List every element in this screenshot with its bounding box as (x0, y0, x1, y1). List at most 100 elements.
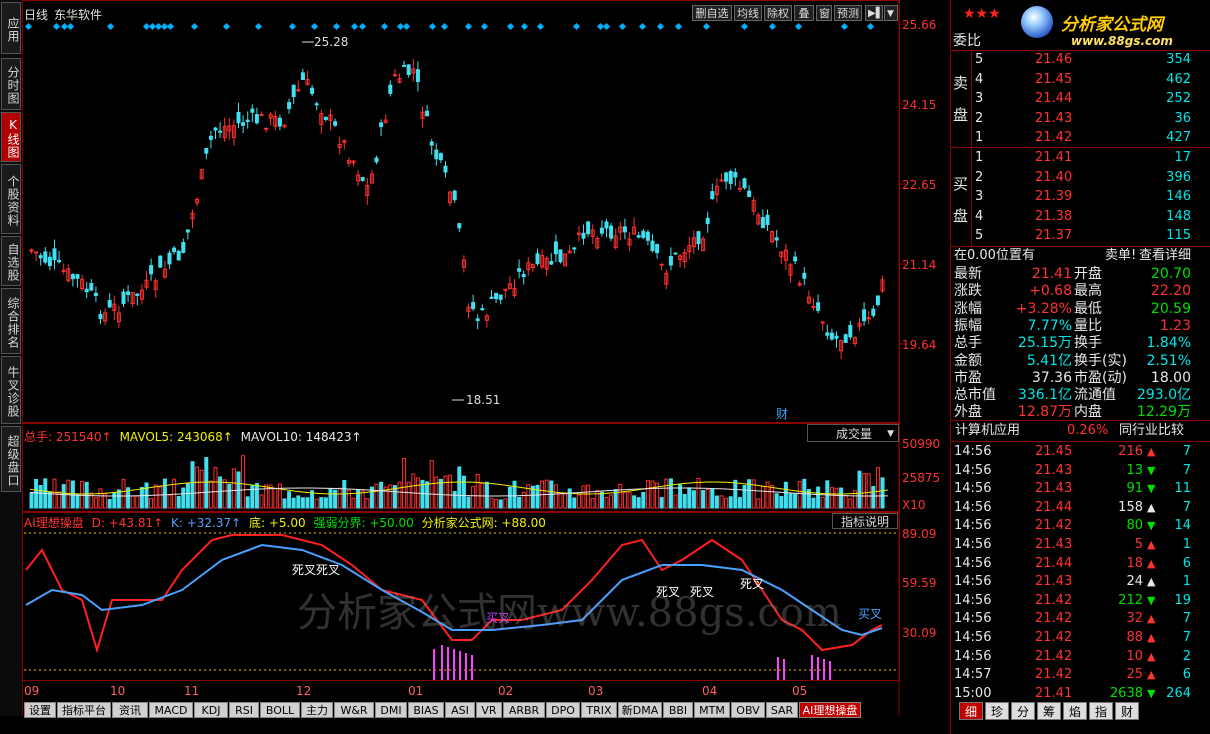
buy_orders-row[interactable]: 3 21.39 146 (951, 188, 1210, 206)
view-detail-link[interactable]: 查看详细 (1139, 248, 1192, 263)
toolbar-button-2[interactable]: 除权 (764, 5, 792, 21)
toolbar-button-5[interactable]: 预测 (834, 5, 862, 21)
candle-body (682, 252, 687, 263)
candle-body (176, 250, 181, 261)
indicator-tab-4[interactable]: KDJ (194, 702, 228, 718)
buy_orders-row[interactable]: 4 21.38 148 (951, 208, 1210, 226)
sell_orders-row[interactable]: 5 21.46 354 (951, 51, 1210, 69)
right-tab-1[interactable]: 珍 (985, 702, 1009, 720)
right-tab-0[interactable]: 细 (959, 702, 983, 720)
tick-price: 21.45 (1035, 444, 1073, 459)
right-tab-4[interactable]: 焰 (1063, 702, 1087, 720)
volume-bar (130, 495, 135, 509)
volume-bar (411, 473, 416, 509)
candle-body (489, 296, 494, 299)
indicator-tab-13[interactable]: ARBR (503, 702, 545, 718)
sell_orders-row[interactable]: 4 21.45 462 (951, 71, 1210, 89)
buy_orders-row[interactable]: 1 21.41 17 (951, 149, 1210, 167)
volume-bar (645, 480, 650, 509)
indicator-tab-2[interactable]: 资讯 (112, 702, 148, 718)
indicator-tab-15[interactable]: TRIX (581, 702, 617, 718)
industry-name[interactable]: 计算机应用 (955, 423, 1021, 438)
left-tab-0[interactable]: 应用 (1, 2, 21, 54)
toolbar-button-0[interactable]: 删自选 (692, 5, 732, 21)
sell_orders-row[interactable]: 1 21.42 427 (951, 129, 1210, 147)
signal-diamond (536, 22, 545, 31)
divider (951, 420, 1210, 421)
indicator-tab-8[interactable]: W&R (334, 702, 374, 718)
candle-body (659, 263, 664, 266)
volume-bar (503, 498, 508, 509)
volume-bar (314, 498, 319, 509)
left-tab-6[interactable]: 牛叉诊股 (1, 356, 21, 424)
toolbar-button-3[interactable]: 叠 (794, 5, 814, 21)
volume-bar (839, 487, 844, 509)
indicator-tab-14[interactable]: DPO (546, 702, 580, 718)
indicator-tab-9[interactable]: DMI (375, 702, 407, 718)
signal-diamond (52, 22, 61, 31)
indicator-tab-18[interactable]: MTM (694, 702, 730, 718)
indicator-tab-11[interactable]: ASI (445, 702, 475, 718)
indicator-tab-6[interactable]: BOLL (260, 702, 300, 718)
candle-body (604, 221, 609, 229)
play-last-icon[interactable]: ▶▌ (865, 5, 883, 21)
indicator-tab-0[interactable]: 设置 (24, 702, 56, 718)
indicator-tab-21[interactable]: AI理想操盘 (799, 702, 861, 718)
left-tab-1[interactable]: 分时图 (1, 58, 21, 110)
buy_orders-row[interactable]: 2 21.40 396 (951, 169, 1210, 187)
indicator-tab-7[interactable]: 主力 (301, 702, 333, 718)
left-tab-5[interactable]: 综合排名 (1, 288, 21, 354)
signal-diamond (402, 22, 411, 31)
sell_orders-row[interactable]: 2 21.43 36 (951, 110, 1210, 128)
candle-body (415, 69, 420, 83)
quote-label: 涨跌 (954, 283, 982, 300)
right-tab-6[interactable]: 财 (1115, 702, 1139, 720)
indicator-explain-button[interactable]: 指标说明 (832, 513, 898, 529)
sell_orders-volume: 252 (1166, 91, 1191, 106)
volume-bar (687, 487, 692, 509)
kline-chart-area[interactable]: 25.28 18.51 财死叉死叉 买叉 死叉 死叉 死叉 买叉 日线 东华软件 删自选 均线除… (22, 0, 950, 716)
buy_orders-price: 21.40 (1035, 169, 1073, 185)
chevron-down-icon[interactable]: ▼ (884, 5, 898, 21)
left-tab-4[interactable]: 自选股 (1, 236, 21, 286)
indicator-tab-10[interactable]: BIAS (408, 702, 444, 718)
indicator-tab-19[interactable]: OBV (731, 702, 765, 718)
industry-compare-link[interactable]: 同行业比较 (1119, 423, 1185, 438)
tick-row: 14:56 21.43 91 ▼ 11 (951, 480, 1210, 498)
candle-body (84, 288, 89, 293)
toolbar-button-4[interactable]: 窗 (816, 5, 832, 21)
buy_orders-row[interactable]: 5 21.37 115 (951, 227, 1210, 245)
volume-indicator-select[interactable]: 成交量 ▼ (807, 424, 899, 442)
left-tab-3[interactable]: 个股资料 (1, 164, 21, 234)
quote-value: 20.70 (1150, 266, 1191, 282)
left-tab-2[interactable]: K线图 (1, 112, 21, 162)
volume-bar (204, 457, 209, 509)
toolbar-button-1[interactable]: 均线 (734, 5, 762, 21)
right-tab-3[interactable]: 筹 (1037, 702, 1061, 720)
volume-bar (369, 486, 374, 509)
quote-label: 外盘 (954, 404, 982, 421)
quote-label: 金额 (954, 352, 982, 369)
volume-bar (756, 498, 761, 509)
indicator-tab-12[interactable]: VR (476, 702, 502, 718)
site-logo: 分析家公式网 www.88gs.com (1013, 2, 1209, 50)
candle-body (107, 300, 112, 308)
indicator-tab-5[interactable]: RSI (229, 702, 259, 718)
indicator-tab-16[interactable]: 新DMA (618, 702, 662, 718)
mavol5-label: MAVOL5: 243068↑ (119, 430, 233, 444)
quote-row: 市盈 37.36 市盈(动) 18.00 (951, 369, 1210, 387)
tick-row: 14:56 21.42 80 ▼ 14 (951, 517, 1210, 535)
volume-bar (208, 480, 213, 509)
volume-bar (227, 483, 232, 509)
candle-body (438, 153, 443, 161)
right-tab-2[interactable]: 分 (1011, 702, 1035, 720)
tick-count: 6 (1182, 667, 1191, 683)
indicator-tab-3[interactable]: MACD (149, 702, 193, 718)
left-tab-7[interactable]: 超级盘口 (1, 426, 21, 492)
indicator-tab-1[interactable]: 指标平台 (57, 702, 111, 718)
sell_orders-row[interactable]: 3 21.44 252 (951, 90, 1210, 108)
indicator-tab-20[interactable]: SAR (766, 702, 798, 718)
indicator-tab-17[interactable]: BBI (663, 702, 693, 718)
right-tab-5[interactable]: 指 (1089, 702, 1113, 720)
candle-body (144, 279, 149, 288)
